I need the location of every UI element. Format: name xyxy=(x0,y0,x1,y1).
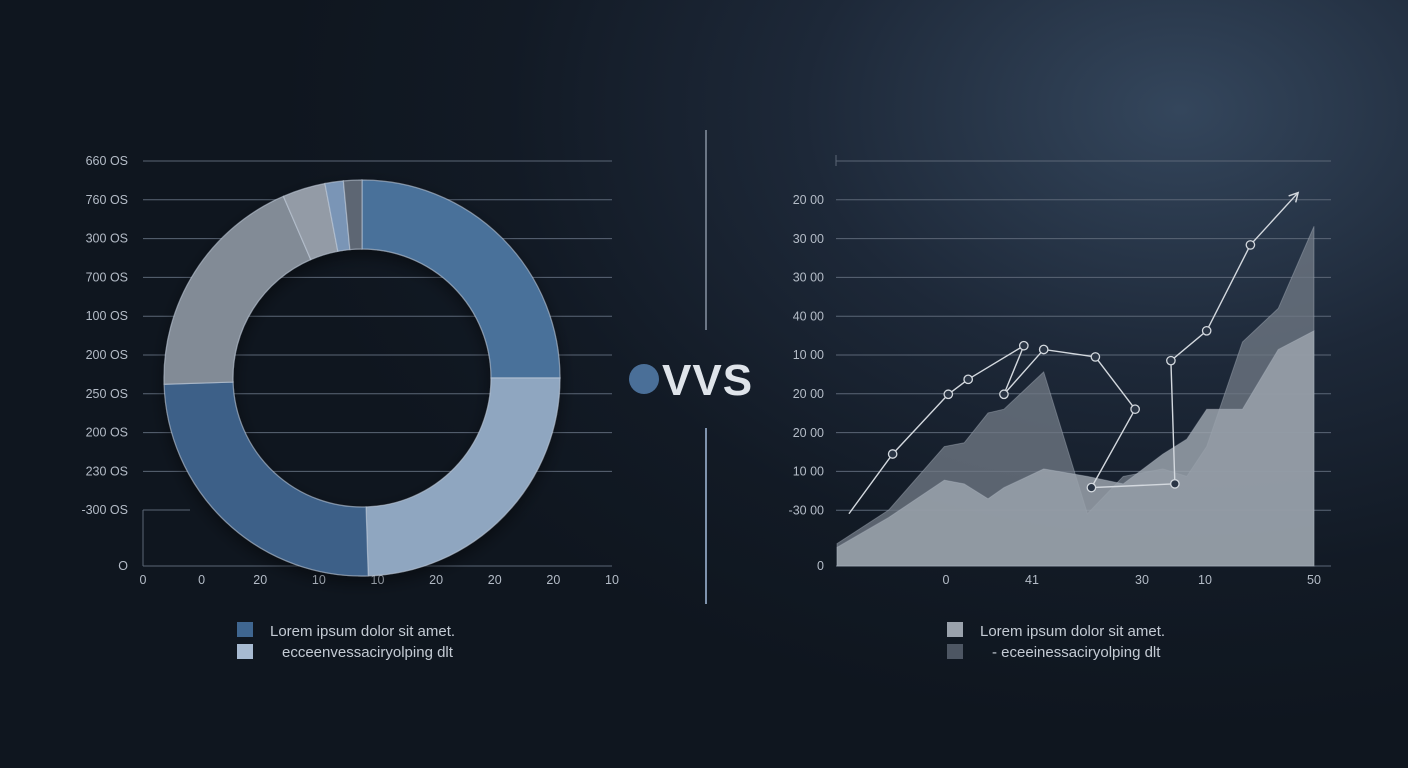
trend-arrowhead xyxy=(1288,191,1300,203)
donut-x-tick: 20 xyxy=(488,573,502,587)
marker-point xyxy=(1090,352,1101,362)
marker-point xyxy=(1166,355,1176,366)
area-y-tick: 30 00 xyxy=(793,271,824,285)
area-series xyxy=(836,191,1315,567)
donut-x-tick: 20 xyxy=(253,573,267,587)
area-y-tick: 10 00 xyxy=(793,348,824,362)
donut-chart: 660 OS 760 OS 300 OS 700 OS 100 OS 200 OS 250 … xyxy=(81,154,619,661)
marker-point xyxy=(1245,240,1256,250)
area-y-tick: 20 00 xyxy=(793,426,824,440)
marker-point xyxy=(999,389,1009,400)
marker-point xyxy=(1038,344,1049,355)
marker-point xyxy=(1018,340,1029,351)
donut-legend-label-1: Lorem ipsum dolor sit amet. xyxy=(270,623,455,640)
area-x-tick: 10 xyxy=(1198,573,1212,587)
donut-x-tick: 20 xyxy=(546,573,560,587)
area-y-tick: 10 00 xyxy=(793,465,824,479)
area-y-tick: 20 00 xyxy=(793,193,824,207)
area-y-tick: 40 00 xyxy=(793,309,824,323)
donut-y-ticks: 660 OS 760 OS 300 OS 700 OS 100 OS 200 OS 250 … xyxy=(81,154,128,573)
donut-y-tick: 760 OS xyxy=(86,193,128,207)
marker-point xyxy=(1201,325,1212,336)
marker-point xyxy=(887,449,898,459)
donut-y-tick: 700 OS xyxy=(86,270,128,284)
marker-point xyxy=(963,374,974,385)
area-x-tick: 41 xyxy=(1025,573,1039,587)
donut-legend-swatch-2 xyxy=(237,644,253,659)
donut-x-tick: 20 xyxy=(429,573,443,587)
area-y-tick: 0 xyxy=(817,559,824,573)
donut-y-tick: 230 OS xyxy=(86,464,128,478)
donut-legend-label-2: ecceenvessaciryolping dlt xyxy=(282,644,454,661)
donut-slice xyxy=(163,195,312,385)
donut-x-tick: 10 xyxy=(371,573,385,587)
donut-x-tick: 0 xyxy=(198,573,205,587)
donut-x-tick: 10 xyxy=(312,573,326,587)
donut-x-tick: 10 xyxy=(605,573,619,587)
donut-y-tick: -300 OS xyxy=(81,503,128,517)
marker-point xyxy=(1130,404,1140,415)
donut-y-tick: 250 OS xyxy=(86,387,128,401)
area-x-tick: 50 xyxy=(1307,573,1321,587)
donut-slice xyxy=(342,179,363,251)
area-y-ticks: 20 00 30 00 30 00 40 00 10 00 20 00 20 00 10 00… xyxy=(789,193,825,573)
donut-legend: Lorem ipsum dolor sit amet. ecceenvessac… xyxy=(237,622,455,661)
donut-y-tick: O xyxy=(118,559,128,573)
area-y-tick: -30 00 xyxy=(789,503,824,517)
marker-point xyxy=(1170,479,1180,489)
marker-point xyxy=(943,389,954,400)
area-legend-label-1: Lorem ipsum dolor sit amet. xyxy=(980,623,1165,640)
area-legend-label-2: - eceeinessaciryolping dlt xyxy=(992,644,1161,661)
vs-label: VVS xyxy=(662,356,753,405)
donut-y-tick: 100 OS xyxy=(86,309,128,323)
donut-slice xyxy=(361,179,561,379)
area-legend-swatch-2 xyxy=(947,644,963,659)
area-x-tick: 30 xyxy=(1135,573,1149,587)
divider-dot xyxy=(629,364,659,394)
area-legend: Lorem ipsum dolor sit amet. - eceeinessa… xyxy=(947,622,1165,661)
center-divider: VVS xyxy=(629,130,753,604)
donut-y-tick: 200 OS xyxy=(86,348,128,362)
donut-slices xyxy=(163,179,561,577)
donut-y-tick: 200 OS xyxy=(86,426,128,440)
donut-x-tick: 0 xyxy=(140,573,147,587)
donut-y-tick: 660 OS xyxy=(86,154,128,168)
donut-slice xyxy=(163,381,369,577)
area-legend-swatch-1 xyxy=(947,622,963,637)
area-x-tick: 0 xyxy=(943,573,950,587)
area-y-tick: 20 00 xyxy=(793,387,824,401)
area-series-front xyxy=(836,329,1315,567)
donut-slice xyxy=(365,377,561,577)
marker-point xyxy=(1086,482,1097,493)
area-x-ticks: 0 41 30 10 50 xyxy=(943,573,1321,587)
donut-y-tick: 300 OS xyxy=(86,232,128,246)
donut-legend-swatch-1 xyxy=(237,622,253,637)
donut-x-ticks: 0 0 20 10 10 20 20 20 10 xyxy=(140,573,619,587)
area-y-tick: 30 00 xyxy=(793,232,824,246)
